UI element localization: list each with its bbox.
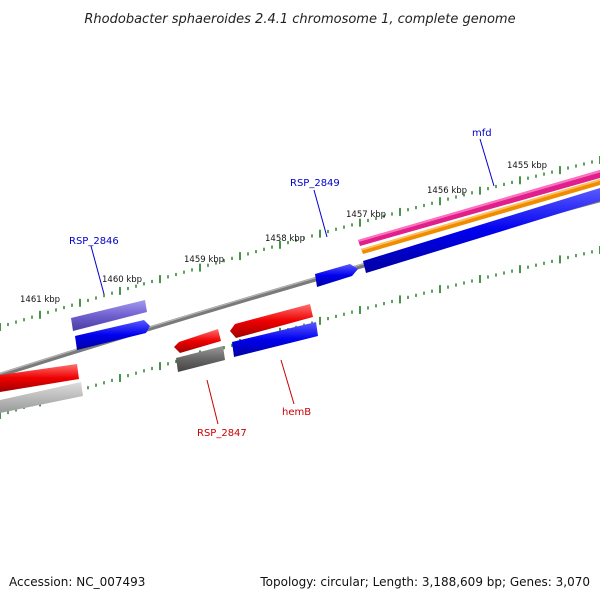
gene-magenta-long-shine [358,170,600,242]
leader-rsp2847 [206,379,219,425]
map-title: Rhodobacter sphaeroides 2.4.1 chromosome… [84,12,515,27]
gene-red-left-edge[interactable] [0,364,79,392]
gene-rsp2846[interactable] [71,300,147,331]
gene-label-mfd: mfd [472,128,492,139]
kbp-label-1455: 1455 kbp [507,161,547,171]
leader-mfd [479,138,495,187]
kbp-label-1458: 1458 kbp [265,234,305,244]
kbp-label-1459: 1459 kbp [184,255,224,265]
topology-text: Topology: circular; Length: 3,188,609 bp… [259,575,590,589]
gene-blue-rsp2846-companion[interactable] [75,320,150,350]
gene-rsp2847[interactable] [176,346,225,372]
gene-label-rsp2849: RSP_2849 [290,178,340,189]
gene-orange-long-shine [361,179,600,251]
gene-label-rsp2846: RSP_2846 [69,236,119,247]
kbp-label-1456: 1456 kbp [427,186,467,196]
gene-blue-long[interactable] [363,188,600,273]
kbp-label-1461: 1461 kbp [20,295,60,305]
gene-rsp2849[interactable] [315,264,358,287]
leader-rsp2846 [90,245,105,295]
kbp-label-1457: 1457 kbp [346,210,386,220]
gene-label-rsp2847: RSP_2847 [197,428,247,439]
leader-rsp2849 [313,189,328,238]
outer-tick-row [0,156,600,331]
gene-hemb[interactable] [232,322,318,357]
gene-red-hemb-upper[interactable] [230,304,313,338]
kbp-label-1460: 1460 kbp [102,275,142,285]
gene-label-hemb: hemB [282,407,311,418]
leader-hemb [280,359,295,405]
gene-lightgray-left-edge[interactable] [0,382,83,413]
gene-red-left[interactable] [174,329,221,353]
accession-text: Accession: NC_007493 [9,575,145,589]
